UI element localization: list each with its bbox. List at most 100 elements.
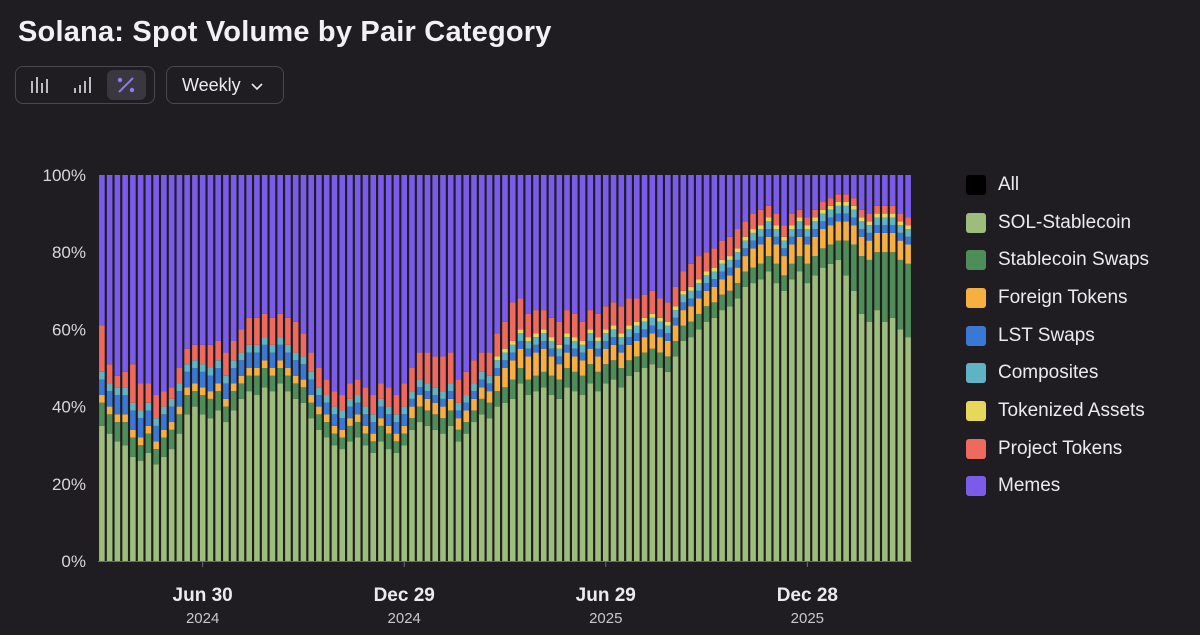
bar-stack[interactable]	[882, 175, 888, 561]
bar-stack[interactable]	[843, 175, 849, 561]
bar-stack[interactable]	[905, 175, 911, 561]
bar-stack[interactable]	[657, 175, 663, 561]
bar-stack[interactable]	[308, 175, 314, 561]
bar-stack[interactable]	[277, 175, 283, 561]
bar-stack[interactable]	[711, 175, 718, 561]
bar-stack[interactable]	[254, 175, 260, 561]
bar-stack[interactable]	[401, 175, 408, 561]
percent-chart-mode-button[interactable]	[106, 70, 146, 100]
bar-stack[interactable]	[719, 175, 725, 561]
bar-stack[interactable]	[587, 175, 594, 561]
bar-stack[interactable]	[207, 175, 214, 561]
bar-stack[interactable]	[494, 175, 501, 561]
bar-stack[interactable]	[416, 175, 423, 561]
legend-item[interactable]: Tokenized Assets	[966, 392, 1149, 430]
bar-stack[interactable]	[641, 175, 648, 561]
bar-stack[interactable]	[874, 175, 880, 561]
bar-stack[interactable]	[889, 175, 896, 561]
bar-stack[interactable]	[168, 175, 175, 561]
bar-stack[interactable]	[463, 175, 470, 561]
bar-stack[interactable]	[796, 175, 803, 561]
bar-stack[interactable]	[478, 175, 485, 561]
bar-stack[interactable]	[486, 175, 493, 561]
bar-stack[interactable]	[742, 175, 749, 561]
bar-stack[interactable]	[548, 175, 555, 561]
bar-stack[interactable]	[393, 175, 400, 561]
bar-stack[interactable]	[626, 175, 632, 561]
legend-item[interactable]: Memes	[966, 468, 1149, 506]
bar-stack[interactable]	[285, 175, 291, 561]
bar-stack[interactable]	[649, 175, 656, 561]
legend-item[interactable]: SOL-Stablecoin	[966, 204, 1149, 242]
bar-stack[interactable]	[517, 175, 524, 561]
bar-stack[interactable]	[161, 175, 167, 561]
bar-stack[interactable]	[509, 175, 516, 561]
bar-stack[interactable]	[176, 175, 183, 561]
bar-stack[interactable]	[812, 175, 818, 561]
bar-stack[interactable]	[455, 175, 462, 561]
bar-stack[interactable]	[184, 175, 190, 561]
bar-stack[interactable]	[238, 175, 245, 561]
bar-stack[interactable]	[804, 175, 811, 561]
bar-stack[interactable]	[835, 175, 842, 561]
bar-stack[interactable]	[122, 175, 128, 561]
bar-stack[interactable]	[858, 175, 865, 561]
bar-stack[interactable]	[385, 175, 392, 561]
bar-stack[interactable]	[292, 175, 299, 561]
bar-stack[interactable]	[362, 175, 369, 561]
legend-item[interactable]: Foreign Tokens	[966, 279, 1149, 317]
bar-stack[interactable]	[750, 175, 756, 561]
bar-stack[interactable]	[347, 175, 353, 561]
bar-stack[interactable]	[571, 175, 578, 561]
bar-stack[interactable]	[533, 175, 539, 561]
bar-stack[interactable]	[114, 175, 121, 561]
bar-stack[interactable]	[773, 175, 780, 561]
bar-stack[interactable]	[827, 175, 834, 561]
bar-stack[interactable]	[378, 175, 384, 561]
bar-stack[interactable]	[866, 175, 873, 561]
bar-stack[interactable]	[758, 175, 764, 561]
bar-stack[interactable]	[230, 175, 237, 561]
bar-stack[interactable]	[223, 175, 229, 561]
bar-stack[interactable]	[153, 175, 159, 561]
bar-stack[interactable]	[897, 175, 904, 561]
bar-stack[interactable]	[471, 175, 477, 561]
bar-stack[interactable]	[199, 175, 206, 561]
legend-item[interactable]: Stablecoin Swaps	[966, 241, 1149, 279]
bar-stack[interactable]	[432, 175, 439, 561]
bar-stack[interactable]	[192, 175, 198, 561]
bar-stack[interactable]	[727, 175, 733, 561]
bar-stack[interactable]	[789, 175, 795, 561]
period-select[interactable]: Weekly	[166, 66, 284, 104]
bar-stack[interactable]	[618, 175, 625, 561]
bar-stack[interactable]	[688, 175, 694, 561]
bar-stack[interactable]	[300, 175, 307, 561]
bar-stack[interactable]	[370, 175, 376, 561]
bar-stack[interactable]	[409, 175, 415, 561]
bar-stack[interactable]	[851, 175, 857, 561]
bar-stack[interactable]	[610, 175, 617, 561]
bar-stack[interactable]	[215, 175, 221, 561]
bar-stack[interactable]	[316, 175, 322, 561]
bar-stack[interactable]	[781, 175, 787, 561]
bar-stack[interactable]	[323, 175, 330, 561]
bar-stack[interactable]	[579, 175, 586, 561]
bar-stack[interactable]	[269, 175, 276, 561]
bar-stack[interactable]	[145, 175, 152, 561]
bar-stack[interactable]	[696, 175, 702, 561]
ascending-chart-mode-button[interactable]	[63, 70, 102, 100]
bar-stack[interactable]	[634, 175, 640, 561]
bar-stack[interactable]	[447, 175, 454, 561]
bar-stack[interactable]	[703, 175, 710, 561]
bar-stack[interactable]	[765, 175, 772, 561]
bar-stack[interactable]	[331, 175, 338, 561]
bar-stack[interactable]	[665, 175, 671, 561]
bar-stack[interactable]	[820, 175, 826, 561]
bar-stack[interactable]	[525, 175, 532, 561]
bar-stack[interactable]	[540, 175, 547, 561]
bar-stack[interactable]	[424, 175, 431, 561]
bar-stack[interactable]	[440, 175, 446, 561]
bar-stack[interactable]	[602, 175, 609, 561]
bar-stack[interactable]	[734, 175, 741, 561]
bar-stack[interactable]	[106, 175, 113, 561]
